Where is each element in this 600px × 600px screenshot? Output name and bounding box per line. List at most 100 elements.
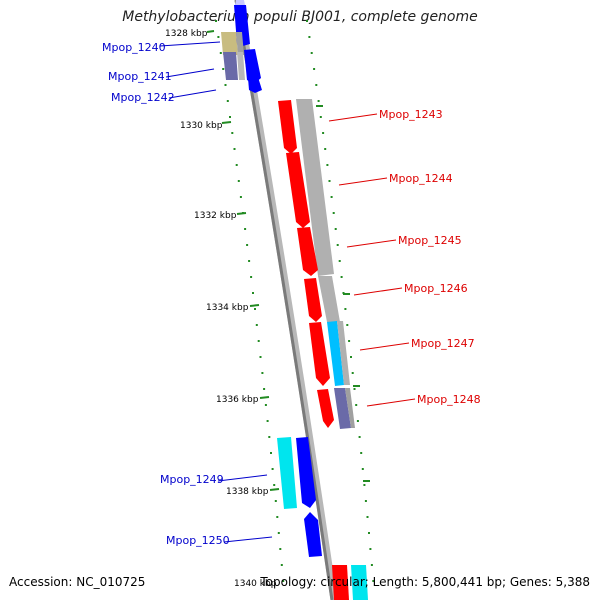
scale-dot bbox=[255, 324, 258, 326]
scale-dot bbox=[310, 52, 313, 54]
tick-label: 1340 kbp bbox=[234, 579, 277, 589]
scale-dot bbox=[351, 372, 354, 374]
gene-mpop-1244[interactable] bbox=[286, 152, 310, 228]
scale-dot bbox=[344, 308, 347, 310]
gene-arrow bbox=[304, 278, 322, 322]
gene-label: Mpop_1240 bbox=[102, 41, 166, 54]
scale-dot bbox=[277, 532, 280, 534]
gene-mpop-1247[interactable] bbox=[309, 321, 350, 386]
scale-dot bbox=[332, 212, 335, 214]
gene-mpop-1250[interactable] bbox=[304, 512, 322, 557]
scale-dot bbox=[273, 484, 276, 486]
scale-dot bbox=[328, 180, 331, 182]
scale-dot bbox=[363, 484, 366, 486]
label-mpop-1244[interactable]: Mpop_1244 bbox=[338, 172, 453, 186]
gene-arrow bbox=[297, 227, 318, 276]
scale-dot bbox=[317, 100, 320, 102]
gene-labels: Mpop_1240 Mpop_1241 Mpop_1242 Mpop_1243 … bbox=[102, 41, 481, 547]
scale-dot bbox=[233, 148, 236, 150]
scale-dot bbox=[215, 20, 217, 22]
gene-mpop-1245[interactable] bbox=[297, 227, 318, 276]
leader-line bbox=[353, 287, 403, 296]
scale-dot bbox=[271, 468, 274, 470]
leader-line bbox=[217, 474, 268, 482]
accession-text: Accession: NC_010725 bbox=[9, 575, 146, 589]
scale-dot bbox=[235, 164, 238, 166]
gene-label: Mpop_1243 bbox=[379, 108, 443, 121]
gene-mpop-1243[interactable] bbox=[278, 100, 297, 154]
scale-dot bbox=[350, 356, 352, 358]
scale-dot bbox=[217, 36, 220, 38]
gene-label: Mpop_1244 bbox=[389, 172, 453, 185]
gene-partial-bottom bbox=[332, 565, 368, 600]
scale-dot bbox=[229, 116, 231, 118]
gene-mpop-1241[interactable] bbox=[223, 49, 261, 84]
gene-mpop-1249[interactable] bbox=[277, 437, 316, 509]
scale-dot bbox=[324, 148, 327, 150]
label-mpop-1242[interactable]: Mpop_1242 bbox=[111, 89, 217, 104]
gene-arrow bbox=[278, 100, 297, 154]
label-mpop-1249[interactable]: Mpop_1249 bbox=[160, 473, 268, 486]
scale-dot bbox=[322, 132, 325, 134]
scale-ticks: 1328 kbp 1330 kbp 1332 kbp 1334 kbp 1336… bbox=[165, 29, 280, 589]
scale-dot bbox=[338, 260, 341, 262]
gene-arrow bbox=[304, 512, 322, 557]
scale-dot bbox=[266, 420, 269, 422]
scale-dot bbox=[308, 36, 311, 38]
scale-dot bbox=[259, 356, 262, 358]
scale-dot bbox=[276, 516, 279, 518]
tick-label: 1330 kbp bbox=[180, 121, 223, 131]
scale-dot bbox=[224, 84, 227, 86]
gene-label: Mpop_1242 bbox=[111, 91, 175, 104]
cog-strip-shade bbox=[236, 32, 244, 55]
scale-dot bbox=[248, 260, 251, 262]
gene-mpop-1242[interactable] bbox=[248, 77, 262, 93]
topology-text: Topology: circular; Length: 5,800,441 bp… bbox=[260, 575, 590, 589]
scale-dot bbox=[246, 244, 249, 246]
scale-dot bbox=[313, 68, 316, 70]
gene-mpop-1240[interactable] bbox=[221, 0, 250, 55]
cog-strip-shade bbox=[337, 321, 350, 385]
dash bbox=[363, 480, 370, 482]
tick-label: 1338 kbp bbox=[226, 487, 269, 497]
leader-line bbox=[338, 177, 388, 186]
gene-arrow bbox=[248, 77, 262, 93]
label-mpop-1243[interactable]: Mpop_1243 bbox=[328, 108, 443, 122]
scale-dot bbox=[257, 340, 260, 342]
label-mpop-1248[interactable]: Mpop_1248 bbox=[366, 393, 481, 407]
scale-dot bbox=[315, 84, 318, 86]
scale-dot bbox=[244, 228, 247, 230]
dash bbox=[343, 293, 350, 295]
scale-dot bbox=[364, 500, 367, 502]
leader-line bbox=[359, 342, 410, 351]
scale-dot bbox=[222, 68, 225, 70]
scale-dot bbox=[280, 564, 283, 566]
scale-dot bbox=[366, 516, 369, 518]
label-mpop-1246[interactable]: Mpop_1246 bbox=[353, 282, 468, 296]
label-mpop-1240[interactable]: Mpop_1240 bbox=[102, 41, 221, 54]
gene-arrow-tail bbox=[235, 0, 245, 5]
label-mpop-1250[interactable]: Mpop_1250 bbox=[166, 534, 273, 547]
tick-1332: 1332 kbp bbox=[194, 211, 247, 221]
scale-dot bbox=[340, 276, 343, 278]
scale-dot bbox=[369, 548, 372, 550]
map-title: Methylobacterium populi BJ001, complete … bbox=[122, 9, 478, 25]
scale-dot bbox=[254, 308, 256, 310]
outer-dashes bbox=[316, 105, 370, 482]
label-mpop-1241[interactable]: Mpop_1241 bbox=[108, 68, 215, 83]
gene-mpop-1246[interactable] bbox=[304, 278, 322, 322]
scale-dot bbox=[239, 196, 242, 198]
scale-dot bbox=[226, 100, 229, 102]
dash bbox=[353, 385, 360, 387]
scale-dot bbox=[353, 388, 356, 390]
leader-line bbox=[328, 113, 378, 122]
gene-mpop-1248[interactable] bbox=[317, 388, 355, 429]
label-mpop-1247[interactable]: Mpop_1247 bbox=[359, 337, 475, 351]
cog-strip bbox=[327, 321, 344, 386]
label-mpop-1245[interactable]: Mpop_1245 bbox=[346, 234, 462, 248]
leader-line bbox=[159, 41, 221, 47]
cog-strip-shade bbox=[237, 52, 245, 80]
scale-dot bbox=[330, 196, 333, 198]
cog-strip-shade bbox=[345, 388, 355, 428]
tick-1328: 1328 kbp bbox=[165, 29, 215, 39]
